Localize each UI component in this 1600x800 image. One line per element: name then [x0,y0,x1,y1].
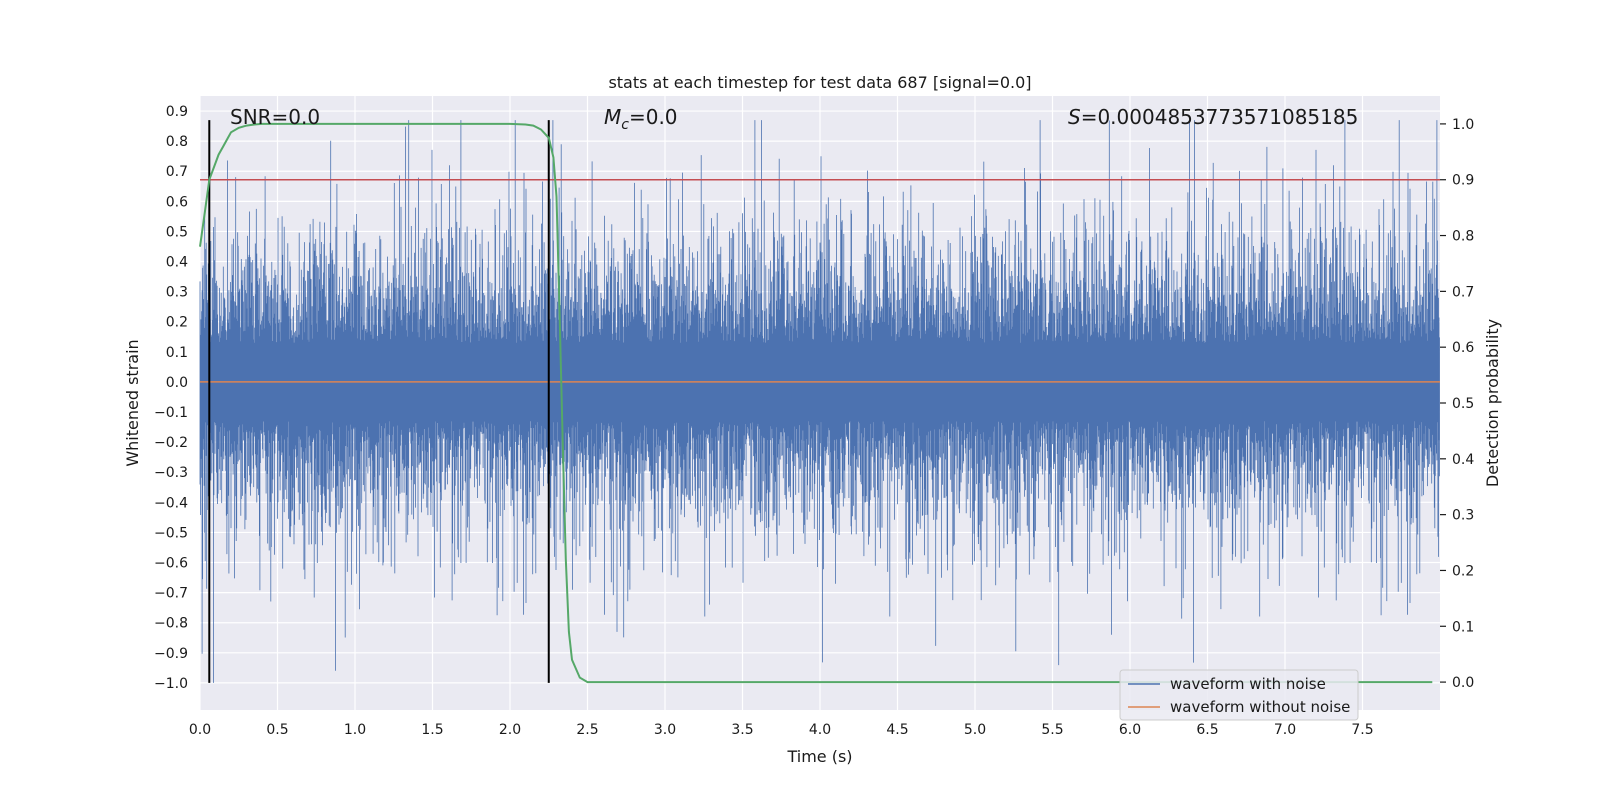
x-tick-label: 3.5 [731,722,753,738]
x-tick-label: 7.0 [1274,722,1296,738]
chirp-mass-subscript: c [621,117,629,133]
y-tick-label: −1.0 [154,676,188,692]
y2-tick-label: 0.9 [1452,173,1474,189]
y-tick-label: −0.7 [154,586,188,602]
y-tick-label: −0.2 [154,435,188,451]
legend-box [1119,669,1359,721]
y-tick-label: −0.8 [154,616,188,632]
noisy-waveform-path [199,120,1440,683]
y2-tick-label: 0.6 [1452,340,1474,356]
s-symbol: S [1068,105,1081,129]
chirp-mass-annotation: Mc=0.0 [604,105,678,133]
y-tick-label: 0.3 [166,285,188,301]
x-tick-label: 5.5 [1041,722,1063,738]
chirp-mass-value: =0.0 [629,105,678,129]
s-value: =0.0004853773571085185 [1081,105,1359,129]
y2-tick-label: 0.4 [1452,452,1474,468]
x-tick-label: 7.5 [1351,722,1373,738]
x-tick-label: 2.5 [576,722,598,738]
x-tick-label: 0.5 [266,722,288,738]
legend-label-clean: waveform without noise [1170,698,1350,716]
y-ticks: 0.9 0.8 0.7 0.6 0.5 0.4 0.3 0.2 0.1 0.0 −0.1 −0.2 −0… [154,104,188,692]
y-tick-label: −0.5 [154,525,188,541]
x-tick-label: 0.0 [189,722,211,738]
y2-tick-label: 0.8 [1452,229,1474,245]
legend-label-noisy: waveform with noise [1170,675,1326,693]
y-tick-label: 0.6 [166,194,188,210]
y2-axis-label: Detection probability [1483,319,1502,487]
y-axis-label: Whitened strain [123,339,142,466]
x-axis-label: Time (s) [786,747,852,766]
y-tick-label: 0.2 [166,315,188,331]
x-tick-label: 4.5 [886,722,908,738]
y-tick-label: −0.1 [154,405,188,421]
y2-tick-label: 0.2 [1452,563,1474,579]
x-tick-label: 2.0 [499,722,521,738]
y-tick-label: −0.4 [154,495,188,511]
x-tick-label: 1.5 [421,722,443,738]
y-tick-label: 0.8 [166,134,188,150]
chart-title: stats at each timestep for test data 687… [608,73,1031,92]
x-ticks: 0.0 0.5 1.0 1.5 2.0 2.5 3.0 3.5 4.0 4.5 5.0 5.5 6.0 6… [189,722,1374,738]
y-tick-label: 0.1 [166,345,188,361]
y2-tick-label: 1.0 [1452,117,1474,133]
y2-tick-label: 0.7 [1452,284,1474,300]
legend: waveform with noise waveform without noi… [1119,669,1359,721]
y-tick-label: −0.6 [154,556,188,572]
y-tick-label: 0.9 [166,104,188,120]
x-tick-label: 1.0 [344,722,366,738]
noisy-waveform [199,120,1440,683]
y-tick-label: 0.0 [166,375,188,391]
y-tick-label: 0.5 [166,224,188,240]
x-tick-label: 3.0 [654,722,676,738]
detection-probability-line [199,122,1433,684]
y2-tick-label: 0.1 [1452,619,1474,635]
y-tick-label: −0.3 [154,465,188,481]
x-tick-label: 6.0 [1119,722,1141,738]
snr-annotation: SNR=0.0 [230,105,320,129]
s-annotation: S=0.0004853773571085185 [1068,105,1358,129]
x-tick-label: 6.5 [1196,722,1218,738]
y2-tick-label: 0.0 [1452,675,1474,691]
y-tick-label: 0.4 [166,255,188,271]
overlay-lines [199,120,1440,684]
y2-tick-label: 0.5 [1452,396,1474,412]
y-tick-label: 0.7 [166,164,188,180]
y2-tick-label: 0.3 [1452,508,1474,524]
y2-ticks: 1.0 0.9 0.8 0.7 0.6 0.5 0.4 0.3 0.2 0.1 0.0 [1440,117,1474,691]
chirp-mass-symbol: M [604,105,621,129]
x-tick-label: 5.0 [964,722,986,738]
x-tick-label: 4.0 [809,722,831,738]
y-tick-label: −0.9 [154,646,188,662]
